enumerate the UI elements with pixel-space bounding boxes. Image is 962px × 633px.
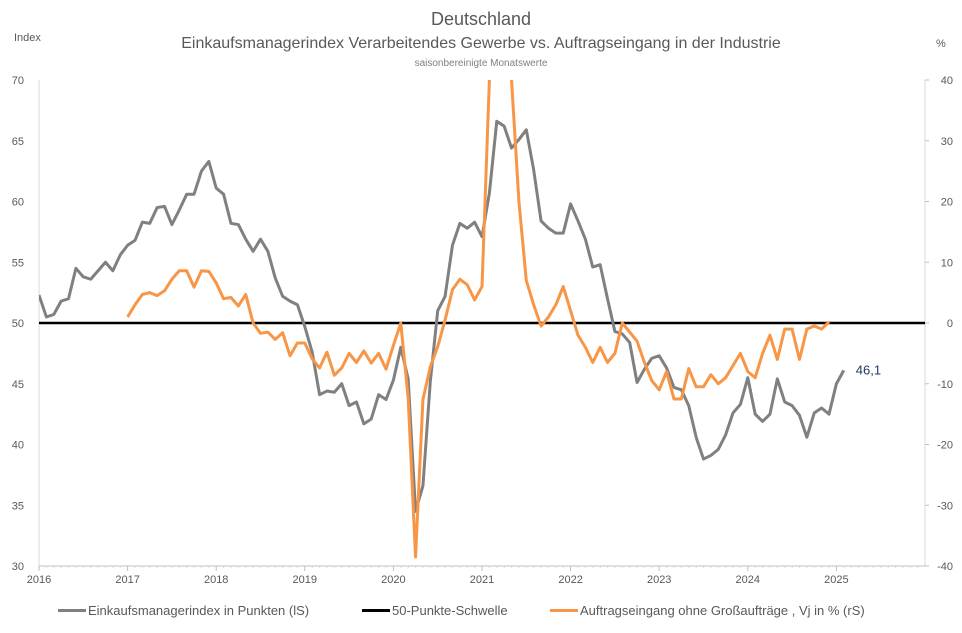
y-left-tick-label: 35 xyxy=(12,500,24,512)
series-line-orders xyxy=(126,80,831,559)
chart-subtitle: Einkaufsmanagerindex Verarbeitendes Gewe… xyxy=(181,35,781,52)
x-tick-label: 2025 xyxy=(824,574,848,586)
legend-swatch-orders xyxy=(550,609,578,612)
y-right-tick-label: -20 xyxy=(937,440,953,452)
right-axis-unit: % xyxy=(936,38,946,50)
y-left-tick-label: 60 xyxy=(12,197,24,209)
y-right-tick-label: 0 xyxy=(947,318,953,330)
x-tick-label: 2024 xyxy=(736,574,760,586)
y-right-tick-label: 20 xyxy=(941,197,953,209)
x-tick-label: 2018 xyxy=(204,574,228,586)
y-left-tick-label: 65 xyxy=(12,136,24,148)
y-right-tick-label: -30 xyxy=(937,500,953,512)
y-left-tick-label: 55 xyxy=(12,257,24,269)
legend-item-threshold: 50-Punkte-Schwelle xyxy=(362,603,508,618)
chart-note: saisonbereinigte Monatswerte xyxy=(414,58,548,69)
series-line-pmi xyxy=(39,119,846,513)
last-value-annotation: 46,1 xyxy=(856,362,881,377)
x-tick-label: 2021 xyxy=(470,574,494,586)
y-right-tick-label: -40 xyxy=(937,561,953,573)
x-tick-label: 2016 xyxy=(27,574,51,586)
x-tick-label: 2020 xyxy=(381,574,405,586)
legend-item-orders: Auftragseingang ohne Großaufträge , Vj i… xyxy=(550,603,865,618)
x-tick-label: 2019 xyxy=(293,574,317,586)
legend-label-pmi: Einkaufsmanagerindex in Punkten (lS) xyxy=(88,603,310,618)
x-tick-label: 2017 xyxy=(115,574,139,586)
legend-label-orders: Auftragseingang ohne Großaufträge , Vj i… xyxy=(580,603,865,618)
x-tick-label: 2023 xyxy=(647,574,671,586)
y-right-tick-label: 30 xyxy=(941,136,953,148)
y-right-tick-label: -10 xyxy=(937,379,953,391)
legend-swatch-pmi xyxy=(58,609,86,612)
y-right-tick-label: 10 xyxy=(941,257,953,269)
legend: Einkaufsmanagerindex in Punkten (lS) 50-… xyxy=(0,603,962,623)
y-left-tick-label: 40 xyxy=(12,440,24,452)
legend-swatch-threshold xyxy=(362,609,390,612)
left-axis-unit: Index xyxy=(14,32,41,44)
y-left-tick-label: 50 xyxy=(12,318,24,330)
y-left-tick-label: 70 xyxy=(12,75,24,87)
chart-title: Deutschland xyxy=(430,9,532,29)
y-left-tick-label: 30 xyxy=(12,561,24,573)
y-left-tick-label: 45 xyxy=(12,379,24,391)
legend-item-pmi: Einkaufsmanagerindex in Punkten (lS) xyxy=(58,603,309,618)
legend-label-threshold: 50-Punkte-Schwelle xyxy=(392,603,508,618)
x-tick-label: 2022 xyxy=(558,574,582,586)
y-right-tick-label: 40 xyxy=(941,75,953,87)
